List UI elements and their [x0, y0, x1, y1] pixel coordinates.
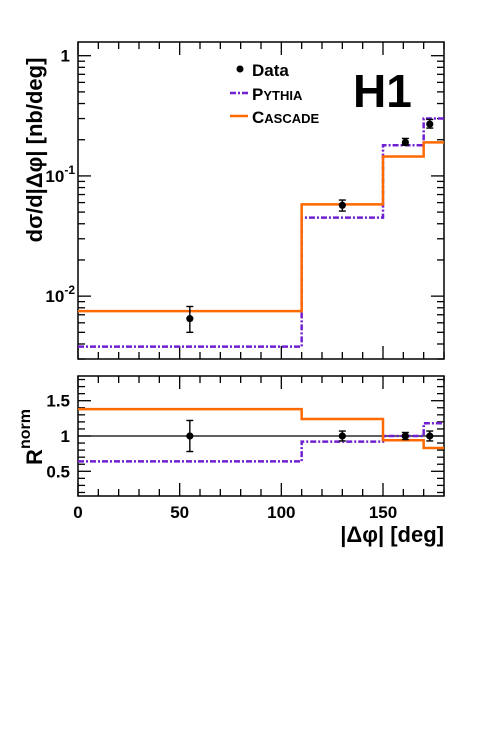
data-point [401, 432, 409, 440]
y-tick-label-exponent: -2 [64, 283, 75, 297]
legend-data-marker [236, 65, 244, 73]
h1-logo: H1 [353, 65, 412, 117]
ratio-data-points [186, 419, 434, 453]
y-tick-label: 1 [61, 47, 70, 66]
ratio-y-axis-title-superscript: norm [17, 409, 34, 449]
x-tick-label: 50 [170, 503, 189, 522]
legend-pythia-label-initial: P [252, 85, 263, 104]
legend-pythia-label-small-caps: YTHIA [263, 88, 303, 103]
x-axis-title: |Δφ| [deg] [340, 522, 444, 547]
cross-section-histograms [78, 117, 444, 348]
x-tick-label: 150 [369, 503, 397, 522]
x-tick-labels: 0 50 100 150 [73, 503, 397, 522]
data-point [338, 201, 346, 209]
y-tick-label: 10-1 [45, 163, 75, 186]
legend-data-label: Data [252, 61, 289, 80]
x-tick-label: 0 [73, 503, 82, 522]
ratio-y-tick-label: 0.5 [46, 462, 70, 481]
data-point [186, 432, 194, 440]
histogram-pythia [78, 422, 444, 463]
data-point [186, 315, 194, 323]
ratio-y-axis-title-base: R [22, 449, 47, 465]
histogram-pythia [78, 117, 444, 348]
histogram-cascade [78, 407, 444, 450]
data-point [401, 138, 409, 147]
cross-section-y-axis-title: dσ/d|Δφ| [nb/deg] [22, 58, 47, 243]
cross-section-data-points [186, 118, 434, 334]
ratio-y-tick-labels: 0.5 1 1.5 [46, 392, 70, 482]
ratio-histograms [78, 407, 444, 463]
cross-section-y-tick-labels: 10-210-11 [45, 47, 75, 306]
y-tick-label: 10-2 [45, 283, 75, 306]
legend-pythia-label: PYTHIA [252, 85, 303, 104]
y-tick-label-base: 10 [45, 287, 64, 306]
legend: Data PYTHIA CASCADE [230, 61, 320, 127]
legend-cascade-label-initial: C [252, 108, 264, 127]
ratio-y-axis-title: Rnorm [17, 409, 47, 465]
x-tick-label: 100 [267, 503, 295, 522]
ratio-y-tick-label: 1 [61, 427, 70, 446]
ratio-panel: 0.5 1 1.5 0 50 100 150 Rnorm |Δφ| [deg] [17, 375, 445, 547]
cross-section-panel: 10-210-11 dσ/d|Δφ| [nb/deg] H1 Data PYTH… [22, 41, 445, 360]
legend-cascade-label-small-caps: ASCADE [264, 111, 319, 126]
data-point [426, 120, 434, 128]
legend-cascade-label: CASCADE [252, 108, 320, 127]
histogram-cascade [78, 141, 444, 313]
y-tick-label-base: 10 [45, 167, 64, 186]
data-point [338, 432, 346, 440]
ratio-y-tick-label: 1.5 [46, 392, 70, 411]
y-tick-label-exponent: -1 [64, 163, 75, 177]
data-point [426, 432, 434, 440]
